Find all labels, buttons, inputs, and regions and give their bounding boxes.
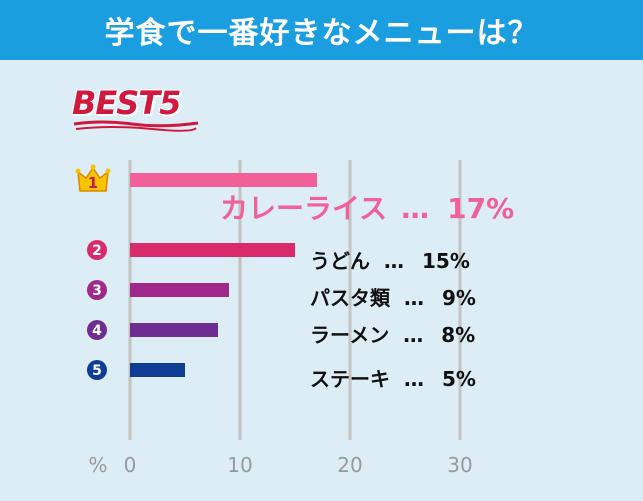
value-label-1: カレーライス … 17% — [220, 192, 514, 225]
separator: … — [404, 367, 424, 391]
x-tick-label: 0 — [124, 453, 137, 477]
rank-badge-2: 2 — [87, 240, 107, 260]
x-axis-ticks: % 0 10 20 30 — [88, 453, 472, 477]
best5-badge: BEST5 — [72, 84, 181, 122]
category-name: ステーキ — [310, 367, 390, 391]
category-name: カレーライス — [220, 192, 387, 225]
percentage: 15% — [422, 249, 470, 273]
percentage: 8% — [441, 323, 475, 347]
rank-number: 1 — [88, 174, 98, 192]
bar-5 — [130, 363, 185, 377]
value-label-4: ラーメン … 8% — [310, 323, 475, 347]
percentage: 9% — [442, 286, 476, 310]
value-label-2: うどん … 15% — [310, 249, 470, 273]
rank-number: 3 — [92, 283, 102, 299]
value-label-3: パスタ類 … 9% — [310, 286, 476, 310]
separator: … — [384, 249, 404, 273]
bar-1 — [130, 173, 317, 187]
separator: … — [403, 323, 423, 347]
chart-title: 学食で一番好きなメニューは？ — [0, 0, 643, 60]
rank-badge-4: 4 — [87, 320, 107, 340]
x-tick-label: 10 — [227, 453, 252, 477]
bars — [130, 173, 317, 377]
category-name: ラーメン — [310, 323, 389, 347]
percentage: 17% — [447, 192, 514, 225]
badge-underline — [73, 120, 199, 132]
value-labels: カレーライス … 17% うどん … 15% パスタ類 … 9% ラーメン … 8% ステーキ … 5% — [220, 192, 514, 391]
rank-badge-5: 5 — [87, 360, 107, 380]
rank-number: 2 — [92, 243, 102, 259]
category-name: うどん — [310, 249, 370, 273]
axis-unit-label: % — [88, 453, 107, 477]
grid-lines — [128, 160, 462, 440]
rank-number: 4 — [92, 323, 102, 339]
x-tick-label: 30 — [447, 453, 472, 477]
crown-icon: 1 — [75, 164, 111, 192]
bar-2 — [130, 243, 295, 257]
rank-number: 5 — [92, 363, 102, 379]
separator: … — [401, 192, 429, 225]
bar-4 — [130, 323, 218, 337]
category-name: パスタ類 — [310, 286, 391, 310]
value-label-5: ステーキ … 5% — [310, 367, 476, 391]
rank-icons: 1 2 3 4 5 — [75, 164, 111, 380]
rank-badge-3: 3 — [87, 280, 107, 300]
x-tick-label: 20 — [337, 453, 362, 477]
bar-3 — [130, 283, 229, 297]
separator: … — [404, 286, 424, 310]
percentage: 5% — [442, 367, 476, 391]
